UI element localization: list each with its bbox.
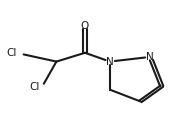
Text: Cl: Cl — [7, 48, 17, 58]
Text: N: N — [146, 52, 154, 62]
Text: O: O — [81, 21, 89, 31]
Text: Cl: Cl — [30, 82, 40, 92]
Text: N: N — [106, 57, 114, 67]
